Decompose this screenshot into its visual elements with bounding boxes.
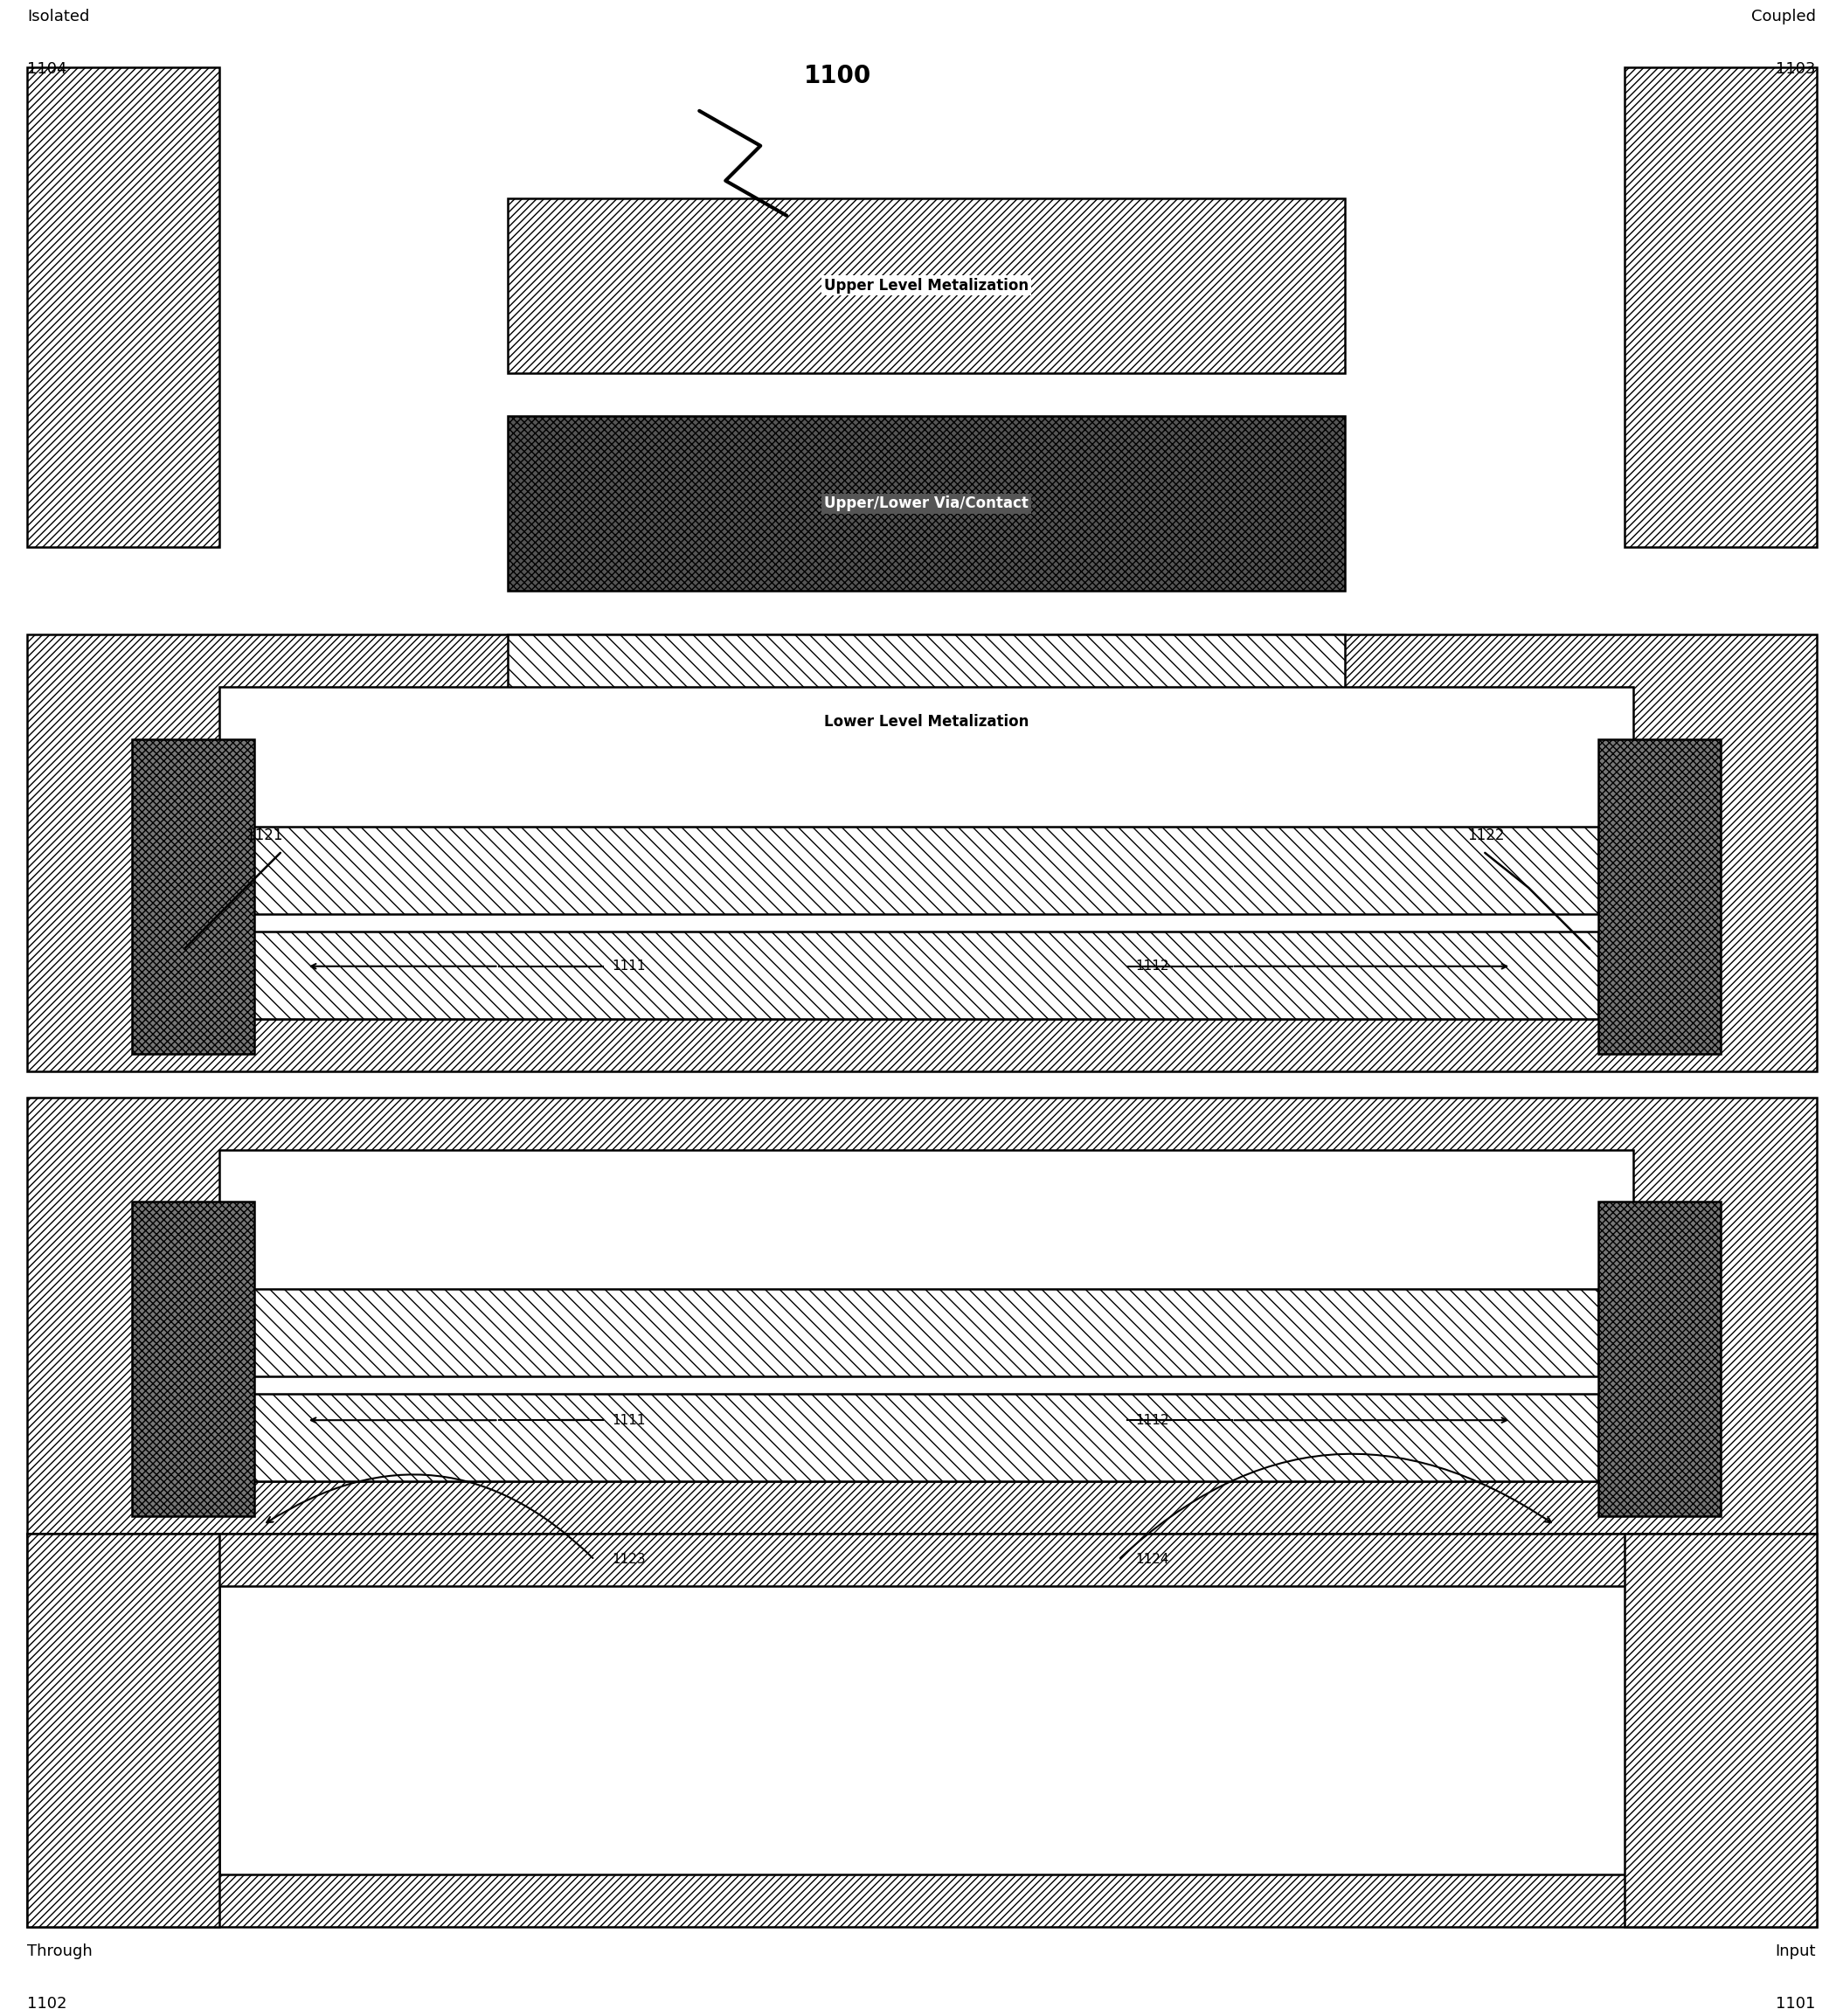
Text: 1123: 1123 — [612, 1552, 645, 1566]
FancyArrowPatch shape — [1121, 1454, 1552, 1558]
Text: 1103: 1103 — [1777, 60, 1815, 77]
Text: 1112: 1112 — [1135, 1413, 1170, 1427]
Bar — [507, 635, 1345, 808]
Bar — [245, 827, 1598, 913]
Text: 1122: 1122 — [1467, 827, 1504, 843]
Bar — [28, 1534, 219, 1927]
Bar — [1626, 1534, 1817, 1927]
Bar — [1598, 1202, 1721, 1516]
Bar — [1626, 67, 1817, 546]
Bar — [133, 740, 254, 1054]
Bar — [133, 1202, 254, 1516]
Text: Through: Through — [28, 1943, 92, 1960]
Text: 1104: 1104 — [28, 60, 66, 77]
Bar — [1598, 740, 1721, 1054]
Bar — [28, 67, 219, 546]
Text: 1111: 1111 — [612, 1413, 645, 1427]
Text: 1100: 1100 — [804, 65, 872, 89]
Text: Isolated: Isolated — [28, 8, 90, 24]
Text: 1112: 1112 — [1135, 960, 1170, 974]
Text: 1124: 1124 — [1135, 1552, 1170, 1566]
Bar — [219, 687, 1633, 1018]
Bar — [219, 1149, 1633, 1482]
Bar — [245, 931, 1598, 1018]
Text: Input: Input — [1775, 1943, 1815, 1960]
Text: Upper Level Metalization: Upper Level Metalization — [824, 278, 1028, 292]
Text: 1101: 1101 — [1777, 1996, 1815, 2012]
Text: 1121: 1121 — [245, 827, 282, 843]
Text: Coupled: Coupled — [1751, 8, 1815, 24]
Bar — [219, 1587, 1633, 1875]
Bar — [28, 635, 1817, 1070]
Text: Upper/Lower Via/Contact: Upper/Lower Via/Contact — [824, 496, 1028, 512]
Bar — [245, 1290, 1598, 1377]
FancyArrowPatch shape — [267, 1474, 593, 1558]
Bar — [507, 198, 1345, 373]
Text: 1102: 1102 — [28, 1996, 66, 2012]
Text: Lower Level Metalization: Lower Level Metalization — [824, 714, 1028, 730]
Bar — [28, 1097, 1817, 1534]
Bar — [507, 417, 1345, 591]
Bar — [28, 1534, 1817, 1927]
Text: 1111: 1111 — [612, 960, 645, 974]
Bar — [245, 1393, 1598, 1482]
